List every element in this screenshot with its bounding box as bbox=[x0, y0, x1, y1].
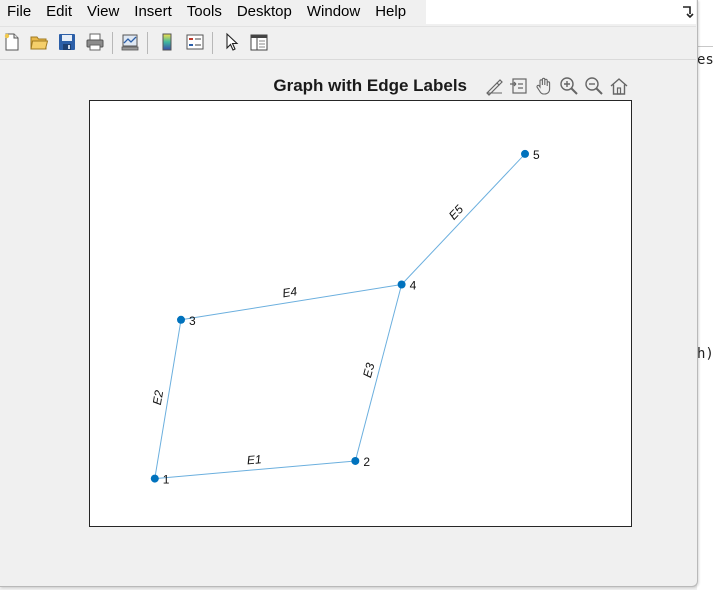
node-label: 4 bbox=[410, 279, 417, 293]
graph-edge bbox=[180, 284, 402, 321]
node-label: 2 bbox=[363, 455, 370, 469]
graph-edge bbox=[154, 319, 182, 479]
plot-axes[interactable]: E1 E2 E3 E4 E5 1 2 3 4 5 bbox=[89, 100, 632, 527]
insert-colorbar-icon[interactable] bbox=[156, 31, 178, 53]
menu-insert[interactable]: Insert bbox=[134, 3, 172, 20]
node-label: 3 bbox=[189, 314, 196, 328]
zoom-in-icon[interactable] bbox=[557, 75, 581, 97]
node-label: 1 bbox=[163, 473, 170, 487]
menu-file[interactable]: File bbox=[7, 3, 32, 20]
background-app-strip: est h) bbox=[697, 0, 713, 590]
new-figure-icon[interactable] bbox=[1, 31, 23, 53]
undock-figure-icon[interactable] bbox=[681, 4, 695, 18]
plot-title: Graph with Edge Labels bbox=[273, 76, 467, 95]
edge-label: E2 bbox=[150, 389, 166, 406]
data-tips-icon[interactable] bbox=[507, 75, 531, 97]
edge-label: E3 bbox=[360, 361, 377, 379]
menu-tools[interactable]: Tools bbox=[186, 3, 222, 20]
save-icon[interactable] bbox=[56, 31, 78, 53]
graph-node bbox=[177, 315, 186, 324]
brush-data-icon[interactable] bbox=[482, 75, 506, 97]
node-label: 5 bbox=[533, 148, 540, 162]
graph-edge bbox=[401, 153, 526, 285]
menu-edit[interactable]: Edit bbox=[46, 3, 73, 20]
edge-label: E4 bbox=[281, 284, 298, 300]
graph-node bbox=[521, 149, 530, 158]
menu-window[interactable]: Window bbox=[306, 3, 361, 20]
print-icon[interactable] bbox=[84, 31, 106, 53]
graph-node bbox=[351, 456, 360, 465]
link-plot-icon[interactable] bbox=[119, 31, 141, 53]
background-text-fragment: est bbox=[697, 52, 713, 68]
graph-edge bbox=[154, 460, 356, 480]
toolbar-divider bbox=[212, 32, 213, 54]
toolbar-divider bbox=[112, 32, 113, 54]
axes-toolbar bbox=[482, 75, 631, 97]
restore-view-icon[interactable] bbox=[607, 75, 631, 97]
menu-bar: File Edit View Insert Tools Desktop Wind… bbox=[0, 0, 696, 24]
figure-window: File Edit View Insert Tools Desktop Wind… bbox=[0, 0, 698, 587]
pan-icon[interactable] bbox=[532, 75, 556, 97]
zoom-out-icon[interactable] bbox=[582, 75, 606, 97]
background-divider bbox=[697, 46, 713, 47]
graph-node bbox=[397, 280, 406, 289]
graph-edge bbox=[354, 284, 403, 462]
menu-help[interactable]: Help bbox=[375, 3, 407, 20]
open-file-icon[interactable] bbox=[28, 31, 50, 53]
figure-toolbar bbox=[0, 26, 696, 60]
menu-desktop[interactable]: Desktop bbox=[236, 3, 292, 20]
open-property-inspector-icon[interactable] bbox=[248, 31, 270, 53]
background-text-fragment: h) bbox=[697, 346, 713, 362]
edge-label: E1 bbox=[246, 452, 262, 467]
edit-plot-pointer-icon[interactable] bbox=[221, 31, 243, 53]
toolbar-divider bbox=[147, 32, 148, 54]
graph-node bbox=[150, 474, 159, 483]
menu-view[interactable]: View bbox=[87, 3, 120, 20]
insert-legend-icon[interactable] bbox=[184, 31, 206, 53]
